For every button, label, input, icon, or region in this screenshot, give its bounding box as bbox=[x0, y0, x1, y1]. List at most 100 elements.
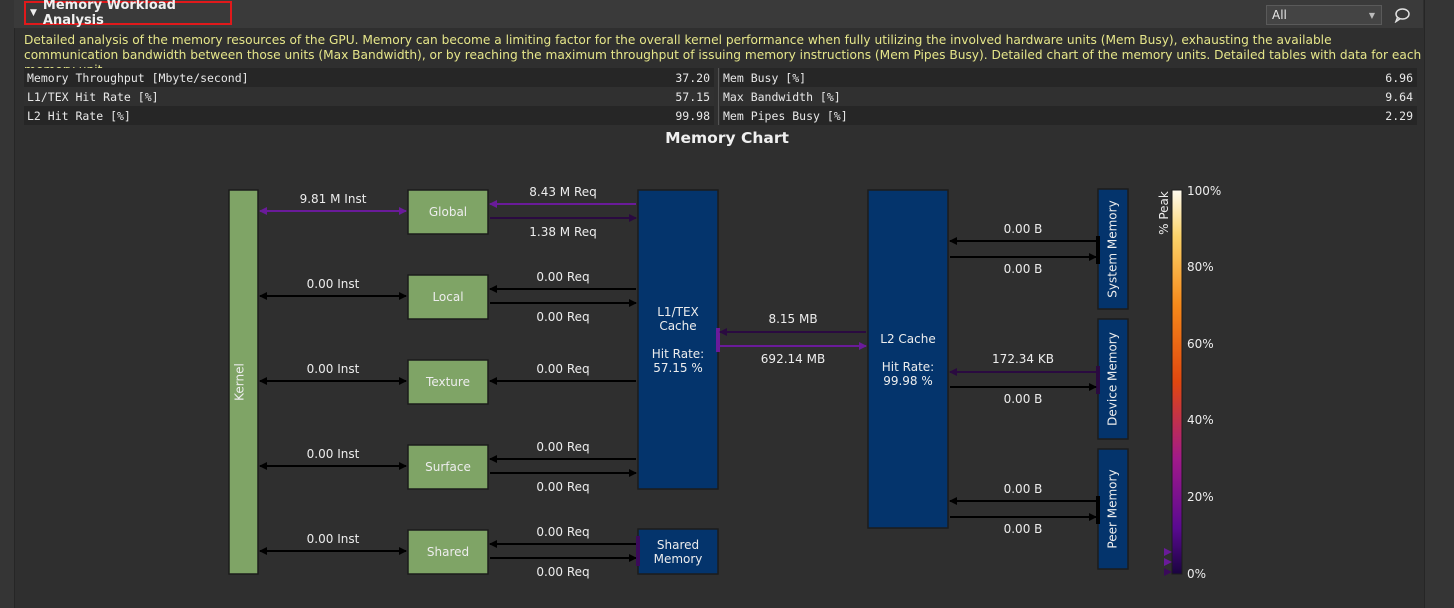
metric-row-l1tex-hit-rate: L1/TEX Hit Rate [%] 57.15 bbox=[24, 87, 714, 106]
unit-shared[interactable]: Shared bbox=[407, 529, 489, 575]
metric-label: Mem Busy [%] bbox=[723, 70, 807, 85]
metric-row-memory-throughput: Memory Throughput [Mbyte/second] 37.20 bbox=[24, 68, 714, 87]
unit-global-label: Global bbox=[429, 205, 467, 219]
device-memory-label: Device Memory bbox=[1106, 332, 1120, 426]
inst-surface: 0.00 Inst bbox=[307, 447, 360, 461]
metric-value: 99.98 bbox=[675, 108, 710, 123]
colorbar-title: % Peak bbox=[1157, 191, 1171, 235]
collapse-triangle-icon: ▼ bbox=[30, 8, 37, 18]
metric-row-mem-busy: Mem Busy [%] 6.96 bbox=[720, 68, 1417, 87]
system-memory-port-marker bbox=[1096, 236, 1100, 264]
body-filter-select[interactable]: All ▼ bbox=[1266, 5, 1382, 25]
colorbar-tick-20: 20% bbox=[1187, 490, 1214, 504]
kernel-label: Kernel bbox=[233, 363, 247, 401]
system-top-label: 0.00 B bbox=[1004, 222, 1043, 236]
req-shared-bottom: 0.00 Req bbox=[536, 565, 589, 579]
kernel-block[interactable] bbox=[228, 189, 259, 575]
unit-local[interactable]: Local bbox=[407, 274, 489, 320]
metric-value: 2.29 bbox=[1385, 108, 1413, 123]
section-description: Detailed analysis of the memory resource… bbox=[24, 33, 1422, 77]
metric-label: L2 Hit Rate [%] bbox=[27, 108, 131, 123]
colorbar-tick-100: 100% bbox=[1187, 184, 1221, 198]
l2-hit-value: 99.98 % bbox=[883, 374, 933, 388]
req-surface-bottom: 0.00 Req bbox=[536, 480, 589, 494]
unit-texture[interactable]: Texture bbox=[407, 359, 489, 405]
peer-memory-block[interactable]: Peer Memory bbox=[1097, 448, 1129, 570]
l1tex-hit-label: Hit Rate: bbox=[652, 347, 704, 361]
colorbar-tick-60: 60% bbox=[1187, 337, 1214, 351]
unit-texture-label: Texture bbox=[425, 375, 470, 389]
system-memory-block[interactable]: System Memory bbox=[1097, 188, 1129, 310]
inst-global: 9.81 M Inst bbox=[300, 192, 367, 206]
device-memory-port-marker bbox=[1096, 366, 1100, 394]
l1tex-name-line2: Cache bbox=[659, 319, 696, 333]
unit-surface-label: Surface bbox=[425, 460, 471, 474]
metric-value: 9.64 bbox=[1385, 89, 1413, 104]
peer-bottom-label: 0.00 B bbox=[1004, 522, 1043, 536]
metric-row-l2-hit-rate: L2 Hit Rate [%] 99.98 bbox=[24, 106, 714, 125]
req-surface-top: 0.00 Req bbox=[536, 440, 589, 454]
metric-row-max-bandwidth: Max Bandwidth [%] 9.64 bbox=[720, 87, 1417, 106]
req-texture: 0.00 Req bbox=[536, 362, 589, 376]
system-bottom-label: 0.00 B bbox=[1004, 262, 1043, 276]
shared-memory-block[interactable]: Shared Memory bbox=[637, 528, 719, 575]
unit-shared-label: Shared bbox=[427, 545, 469, 559]
colorbar-tick-80: 80% bbox=[1187, 260, 1214, 274]
l1tex-hit-value: 57.15 % bbox=[653, 361, 703, 375]
l2-name: L2 Cache bbox=[880, 332, 935, 346]
l1-output-port-marker bbox=[716, 328, 720, 352]
body-filter-value: All bbox=[1272, 8, 1287, 22]
chevron-down-icon: ▼ bbox=[1368, 10, 1375, 20]
metric-value: 57.15 bbox=[675, 89, 710, 104]
peer-memory-label: Peer Memory bbox=[1106, 469, 1120, 548]
peer-top-label: 0.00 B bbox=[1004, 482, 1043, 496]
shared-memory-line1: Shared bbox=[657, 538, 699, 552]
colorbar-tick-0: 0% bbox=[1187, 567, 1206, 581]
l1tex-name-line1: L1/TEX bbox=[657, 305, 699, 319]
section-collapse-toggle[interactable]: ▼ Memory Workload Analysis bbox=[24, 0, 232, 28]
req-local-bottom: 0.00 Req bbox=[536, 310, 589, 324]
section-header bbox=[14, 0, 1423, 28]
device-memory-block[interactable]: Device Memory bbox=[1097, 318, 1129, 440]
device-top-label: 172.34 KB bbox=[992, 352, 1054, 366]
metric-label: Mem Pipes Busy [%] bbox=[723, 108, 848, 123]
inst-texture: 0.00 Inst bbox=[307, 362, 360, 376]
colorbar-marker-icon bbox=[1164, 568, 1172, 576]
metric-value: 6.96 bbox=[1385, 70, 1413, 85]
system-memory-label: System Memory bbox=[1106, 200, 1120, 297]
memory-chart-title: Memory Chart bbox=[665, 129, 789, 147]
inst-local: 0.00 Inst bbox=[307, 277, 360, 291]
l1-l2-bottom-label: 692.14 MB bbox=[761, 352, 825, 366]
req-shared-top: 0.00 Req bbox=[536, 525, 589, 539]
metrics-table: Memory Throughput [Mbyte/second] 37.20 L… bbox=[24, 68, 1417, 125]
colorbar-marker-icon bbox=[1164, 548, 1172, 556]
metric-label: Max Bandwidth [%] bbox=[723, 89, 841, 104]
inst-shared: 0.00 Inst bbox=[307, 532, 360, 546]
metric-row-mem-pipes-busy: Mem Pipes Busy [%] 2.29 bbox=[720, 106, 1417, 125]
metrics-divider bbox=[718, 68, 719, 125]
metric-value: 37.20 bbox=[675, 70, 710, 85]
l1tex-cache-block[interactable]: L1/TEX Cache Hit Rate: 57.15 % bbox=[637, 189, 719, 490]
l1-l2-top-label: 8.15 MB bbox=[768, 312, 817, 326]
unit-local-label: Local bbox=[432, 290, 463, 304]
device-bottom-label: 0.00 B bbox=[1004, 392, 1043, 406]
req-local-top: 0.00 Req bbox=[536, 270, 589, 284]
unit-surface[interactable]: Surface bbox=[407, 444, 489, 490]
shared-memory-port-marker bbox=[636, 536, 640, 566]
colorbar-marker-icon bbox=[1164, 558, 1172, 566]
req-global-top: 8.43 M Req bbox=[529, 185, 597, 199]
comment-icon[interactable] bbox=[1393, 7, 1411, 23]
req-global-bottom: 1.38 M Req bbox=[529, 225, 597, 239]
metric-label: L1/TEX Hit Rate [%] bbox=[27, 89, 159, 104]
section-title: Memory Workload Analysis bbox=[42, 0, 176, 28]
shared-memory-line2: Memory bbox=[654, 552, 703, 566]
peak-colorbar: % Peak 100% 80% 60% 40% 20% 0% bbox=[1157, 184, 1221, 581]
metrics-left-column: Memory Throughput [Mbyte/second] 37.20 L… bbox=[24, 68, 714, 125]
metric-label: Memory Throughput [Mbyte/second] bbox=[27, 70, 249, 85]
peer-memory-port-marker bbox=[1096, 496, 1100, 524]
l2-cache-block[interactable]: L2 Cache Hit Rate: 99.98 % bbox=[867, 189, 949, 529]
unit-global[interactable]: Global bbox=[407, 189, 489, 235]
colorbar-tick-40: 40% bbox=[1187, 413, 1214, 427]
metrics-right-column: Mem Busy [%] 6.96 Max Bandwidth [%] 9.64… bbox=[720, 68, 1417, 125]
